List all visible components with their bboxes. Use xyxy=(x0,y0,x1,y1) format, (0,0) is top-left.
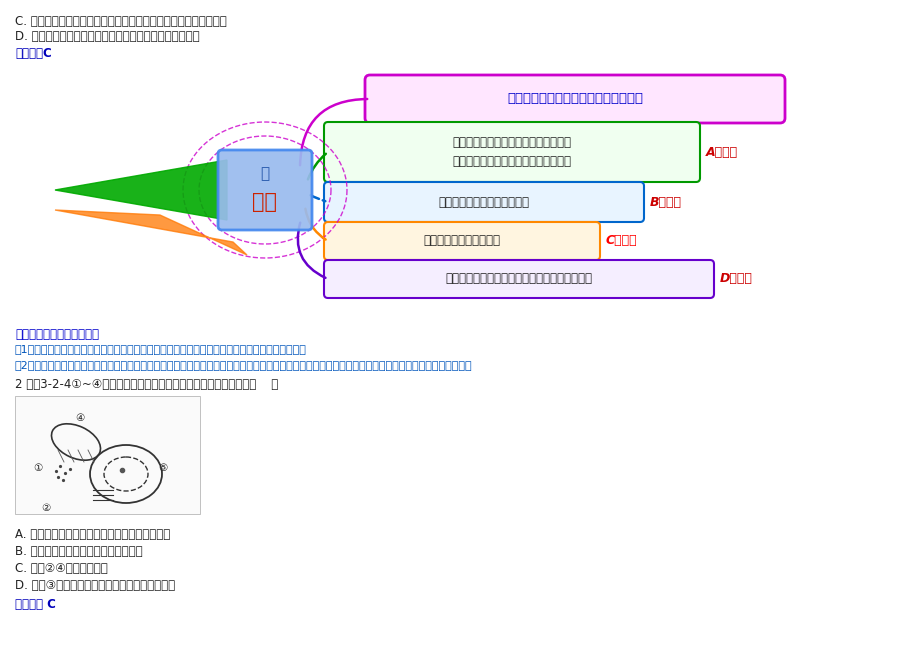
Text: C. 结构②④中不含有磷脂: C. 结构②④中不含有磷脂 xyxy=(15,562,108,575)
FancyBboxPatch shape xyxy=(323,260,713,298)
Text: A. 该图是高倍光学显微镜下看到细胞亚显微结构: A. 该图是高倍光学显微镜下看到细胞亚显微结构 xyxy=(15,528,170,541)
Text: 研究分泌蛋白的合成与分泌利用了同位素标记法: 研究分泌蛋白的合成与分泌利用了同位素标记法 xyxy=(445,273,592,286)
Text: D. 研究分泌蛋白合成与分泌，利用了放射性同位素示踪法: D. 研究分泌蛋白合成与分泌，利用了放射性同位素示踪法 xyxy=(15,30,199,43)
Text: （2）操作：把放射性同位素原子掺到某些物质中去，跟随这些物质一起运动、迁移，再用放射性探测仪器进行追踪，就可知道放射性原子通过路径和分布。: （2）操作：把放射性同位素原子掺到某些物质中去，跟随这些物质一起运动、迁移，再用… xyxy=(15,360,472,370)
Text: 分离细胞器用的是差速离心法: 分离细胞器用的是差速离心法 xyxy=(438,195,529,208)
Text: B项正确: B项正确 xyxy=(650,195,681,208)
Text: D. 结构③具有双层膜，有进一步加工蛋白质作用: D. 结构③具有双层膜，有进一步加工蛋白质作用 xyxy=(15,579,175,592)
Text: 【考点】综合考查实验课题与相应方法: 【考点】综合考查实验课题与相应方法 xyxy=(506,92,642,105)
Text: 观察线粒体用健那绿染色: 观察线粒体用健那绿染色 xyxy=(423,234,500,247)
FancyBboxPatch shape xyxy=(323,182,643,222)
Text: 2 下图3-2-4①~④表示某细胞部分细胞器。下列有关叙述正确的是（    ）: 2 下图3-2-4①~④表示某细胞部分细胞器。下列有关叙述正确的是（ ） xyxy=(15,378,278,391)
Text: D项正确: D项正确 xyxy=(720,273,752,286)
Text: A项正确: A项正确 xyxy=(705,146,737,158)
Text: 人: 人 xyxy=(260,167,269,182)
FancyBboxPatch shape xyxy=(15,396,199,514)
Polygon shape xyxy=(55,210,246,255)
Text: 光学显微镜观察到的结构是显微结构，
电子显微镜下观察的结构是亚显微结构: 光学显微镜观察到的结构是显微结构， 电子显微镜下观察的结构是亚显微结构 xyxy=(452,136,571,168)
Text: ①: ① xyxy=(33,463,42,473)
FancyBboxPatch shape xyxy=(218,150,312,230)
Text: ⑤: ⑤ xyxy=(158,463,167,473)
Text: ④: ④ xyxy=(75,413,85,423)
Text: 【拓展深化】同位素示踪法: 【拓展深化】同位素示踪法 xyxy=(15,328,99,341)
Text: C. 观察线粒体利用甲基绿染液将线粒体染成绿色，再用显微镜观察: C. 观察线粒体利用甲基绿染液将线粒体染成绿色，再用显微镜观察 xyxy=(15,15,226,28)
FancyBboxPatch shape xyxy=(365,75,784,123)
FancyBboxPatch shape xyxy=(323,122,699,182)
Text: 解析: 解析 xyxy=(252,192,278,212)
Text: （1）概念：又称同位素标记法，是利用放射性元素作为示踪剂对研究对象进行标记微量分析方法。: （1）概念：又称同位素标记法，是利用放射性元素作为示踪剂对研究对象进行标记微量分… xyxy=(15,344,307,354)
Text: B. 从图示可确定该细胞只能是动物细胞: B. 从图示可确定该细胞只能是动物细胞 xyxy=(15,545,142,558)
FancyBboxPatch shape xyxy=(323,222,599,260)
Text: ②: ② xyxy=(41,503,51,513)
Text: 【答案】C: 【答案】C xyxy=(15,47,51,60)
Text: C项错误: C项错误 xyxy=(606,234,637,247)
Polygon shape xyxy=(55,160,227,220)
Text: 【答案】 C: 【答案】 C xyxy=(15,598,56,611)
